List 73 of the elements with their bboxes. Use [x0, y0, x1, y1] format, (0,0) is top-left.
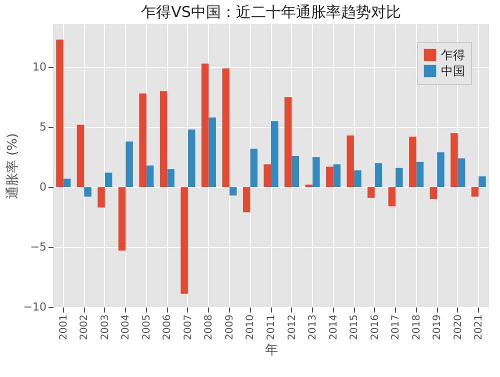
- bar: [471, 187, 479, 197]
- y-axis-title: 通胀率 (%): [4, 133, 20, 199]
- chart-title: 乍得VS中国：近二十年通胀率趋势对比: [141, 3, 401, 21]
- bar: [180, 187, 188, 294]
- bar: [98, 187, 105, 208]
- bar: [167, 169, 174, 188]
- bar: [84, 187, 92, 197]
- x-tick-label: 2001: [58, 314, 70, 340]
- y-tick-label: −10: [23, 300, 46, 314]
- bar: [292, 156, 300, 188]
- bar: [374, 163, 382, 188]
- x-tick-label: 2020: [452, 314, 464, 340]
- x-tick-label: 2010: [245, 314, 256, 340]
- x-tick-label: 2012: [286, 314, 298, 340]
- bar: [250, 148, 258, 188]
- x-tick-label: 2005: [141, 314, 152, 340]
- x-tick-label: 2014: [328, 314, 340, 340]
- x-tick-label: 2006: [162, 314, 174, 340]
- bar: [56, 40, 64, 188]
- x-tick-label: 2003: [100, 314, 111, 340]
- bar: [104, 172, 112, 188]
- x-tick-label: 2013: [308, 314, 319, 340]
- bar: [388, 187, 396, 206]
- x-tick-label: 2004: [120, 314, 132, 340]
- bar: [450, 133, 458, 188]
- x-tick-label: 2016: [370, 314, 381, 340]
- bar: [430, 187, 438, 200]
- x-tick-label: 2009: [224, 314, 236, 340]
- x-axis-title: 年: [265, 342, 278, 358]
- legend-label: 乍得: [441, 48, 465, 62]
- bar: [242, 187, 250, 212]
- x-tick-label: 2015: [349, 314, 360, 340]
- bar: [208, 118, 216, 188]
- bar: [305, 184, 313, 188]
- bar: [478, 176, 486, 188]
- bar: [188, 130, 196, 188]
- bar: [346, 136, 354, 188]
- bar: [63, 178, 71, 188]
- bar: [146, 166, 154, 188]
- bar: [333, 164, 341, 188]
- y-tick-label: 10: [32, 60, 46, 74]
- bar: [118, 187, 126, 251]
- bar: [409, 136, 416, 188]
- bar: [160, 91, 168, 188]
- legend-label: 中国: [441, 64, 465, 78]
- bar: [368, 187, 375, 198]
- bar: [139, 94, 146, 188]
- bar: [126, 142, 133, 188]
- x-tick-label: 2021: [474, 314, 485, 340]
- x-tick-label: 2008: [204, 314, 215, 340]
- bar: [222, 68, 230, 188]
- y-tick-label: 5: [40, 120, 46, 134]
- bar: [76, 124, 84, 188]
- bar: [264, 164, 271, 188]
- bar: [458, 158, 466, 188]
- y-tick-label: 0: [40, 180, 46, 194]
- bar: [416, 162, 424, 188]
- x-tick-label: 2019: [432, 314, 444, 340]
- x-tick-label: 2011: [266, 314, 277, 340]
- x-tick-label: 2007: [182, 314, 194, 340]
- x-tick-label: 2002: [79, 314, 90, 340]
- bar: [396, 168, 403, 188]
- bar: [312, 157, 320, 188]
- bar: [354, 170, 362, 188]
- bar: [271, 121, 278, 188]
- y-tick-label: −5: [30, 240, 46, 254]
- x-tick-label: 2018: [411, 314, 422, 340]
- bar: [229, 187, 237, 196]
- bar: [437, 152, 444, 188]
- bar: [326, 166, 334, 188]
- bar: [284, 97, 292, 188]
- x-tick-label: 2017: [390, 314, 402, 340]
- bar: [201, 64, 209, 188]
